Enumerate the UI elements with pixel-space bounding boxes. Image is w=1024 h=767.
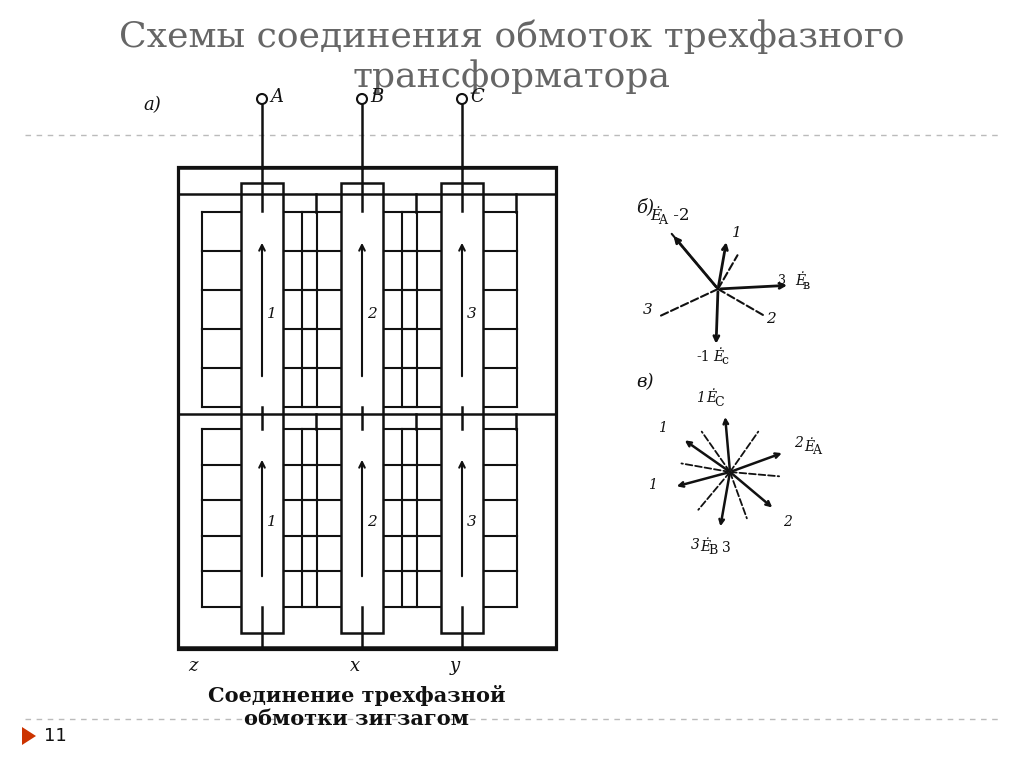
Text: 1: 1 [267, 515, 276, 529]
Text: Ė: Ė [713, 350, 723, 364]
Text: 2: 2 [766, 312, 776, 326]
Text: 3: 3 [722, 541, 731, 555]
Text: 2: 2 [794, 436, 803, 450]
Text: 1: 1 [696, 391, 705, 405]
Text: 3: 3 [643, 304, 653, 318]
Text: в: в [803, 279, 810, 292]
Bar [341, 183, 383, 633]
Text: с: с [721, 354, 728, 367]
Text: 3: 3 [467, 515, 477, 529]
Text: x: x [350, 657, 360, 675]
Text: 1: 1 [648, 478, 657, 492]
Text: 1: 1 [267, 307, 276, 321]
Text: Соединение трехфазной
обмотки зигзагом: Соединение трехфазной обмотки зигзагом [208, 685, 506, 729]
Text: а): а) [143, 96, 161, 114]
Text: y: y [450, 657, 460, 675]
Text: Ė: Ė [706, 391, 716, 405]
Bar [441, 183, 483, 633]
Text: 3: 3 [690, 538, 699, 552]
Text: A: A [658, 214, 667, 227]
Text: -2: -2 [668, 207, 689, 224]
Text: 2: 2 [367, 307, 377, 321]
Text: 11: 11 [44, 727, 67, 745]
Text: 3: 3 [777, 274, 785, 287]
Text: A: A [270, 88, 283, 106]
Text: 2: 2 [367, 515, 377, 529]
Text: б): б) [636, 198, 654, 216]
Text: C: C [714, 397, 724, 410]
Bar [178, 167, 556, 649]
Text: B: B [709, 544, 718, 557]
Text: Ė: Ė [804, 440, 814, 454]
Text: Ė: Ė [700, 540, 711, 554]
Text: C: C [470, 88, 483, 106]
Text: -1: -1 [696, 350, 710, 364]
Text: B: B [370, 88, 383, 106]
Text: Ė: Ė [795, 275, 805, 288]
Text: 1: 1 [658, 421, 667, 435]
Bar [241, 183, 283, 633]
Text: A: A [812, 444, 821, 457]
Text: Ė: Ė [650, 209, 662, 223]
Polygon shape [22, 727, 36, 745]
Text: 1: 1 [732, 226, 741, 240]
Text: 3: 3 [467, 307, 477, 321]
Text: 2: 2 [783, 515, 793, 529]
Text: в): в) [636, 373, 653, 391]
Text: z: z [188, 657, 198, 675]
Text: Схемы соединения обмоток трехфазного
трансформатора: Схемы соединения обмоток трехфазного тра… [119, 19, 905, 94]
